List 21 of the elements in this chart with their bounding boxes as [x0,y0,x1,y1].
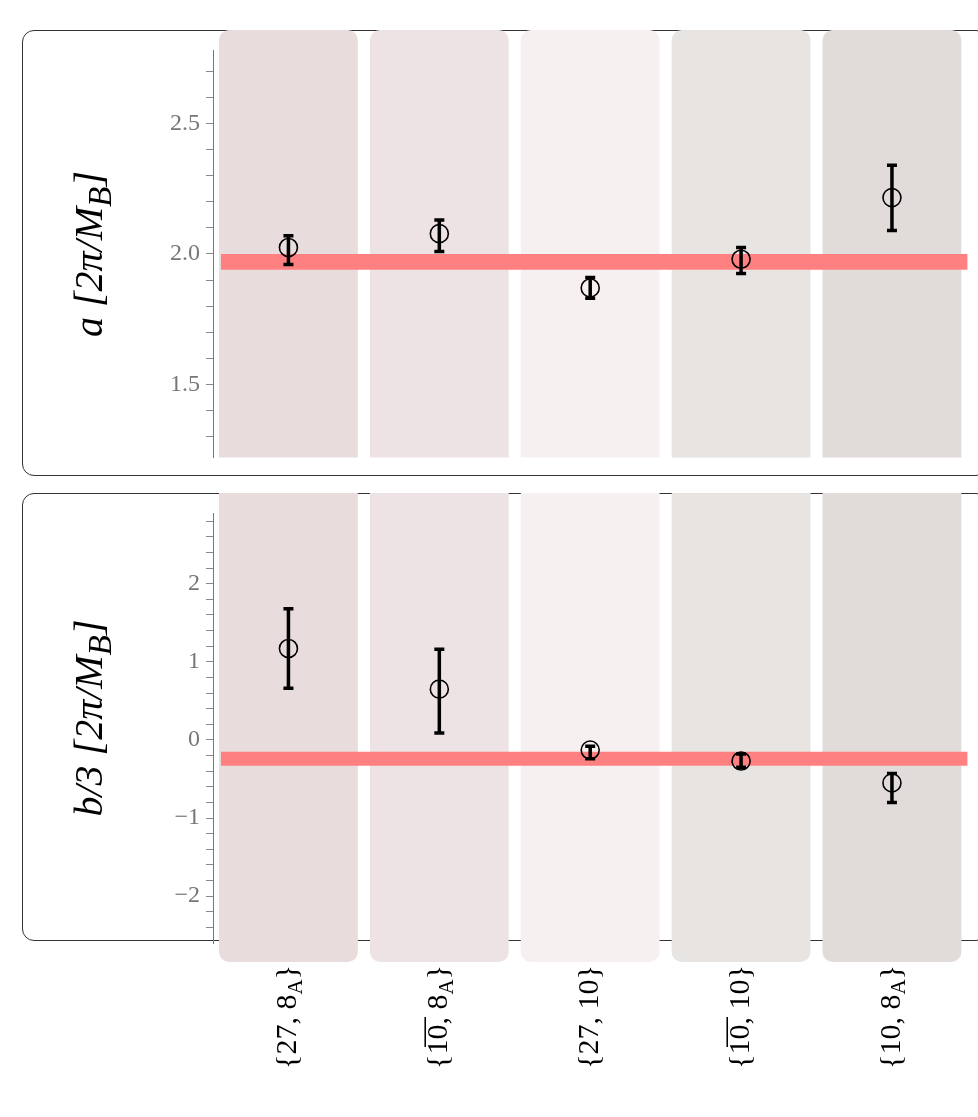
y-tick-label: 2.0 [170,239,200,266]
point [882,773,902,793]
y-tick-label: 1.5 [170,369,200,396]
x-tick-label: {27, 8A} [269,964,307,1069]
point [731,249,751,270]
point [278,638,299,659]
y-tick-label: 2 [188,569,200,595]
x-tick-label: {1̅0̅, 8A} [420,964,458,1069]
point [429,679,450,699]
x-tick-label: {27, 10} [571,964,605,1069]
y-tick-label: 0 [188,725,200,752]
point [580,278,600,298]
y-tick-label: 2.5 [170,108,200,135]
y-tick-label: −1 [174,803,200,830]
point [278,237,299,258]
x-tick-label: {10, 8A} [872,964,911,1069]
y-tick-label: −2 [174,881,200,908]
y-tick-label: 1 [188,647,200,674]
point [882,187,902,208]
x-tick-label: {1̅0̅, 10} [721,964,755,1069]
point [429,223,450,244]
